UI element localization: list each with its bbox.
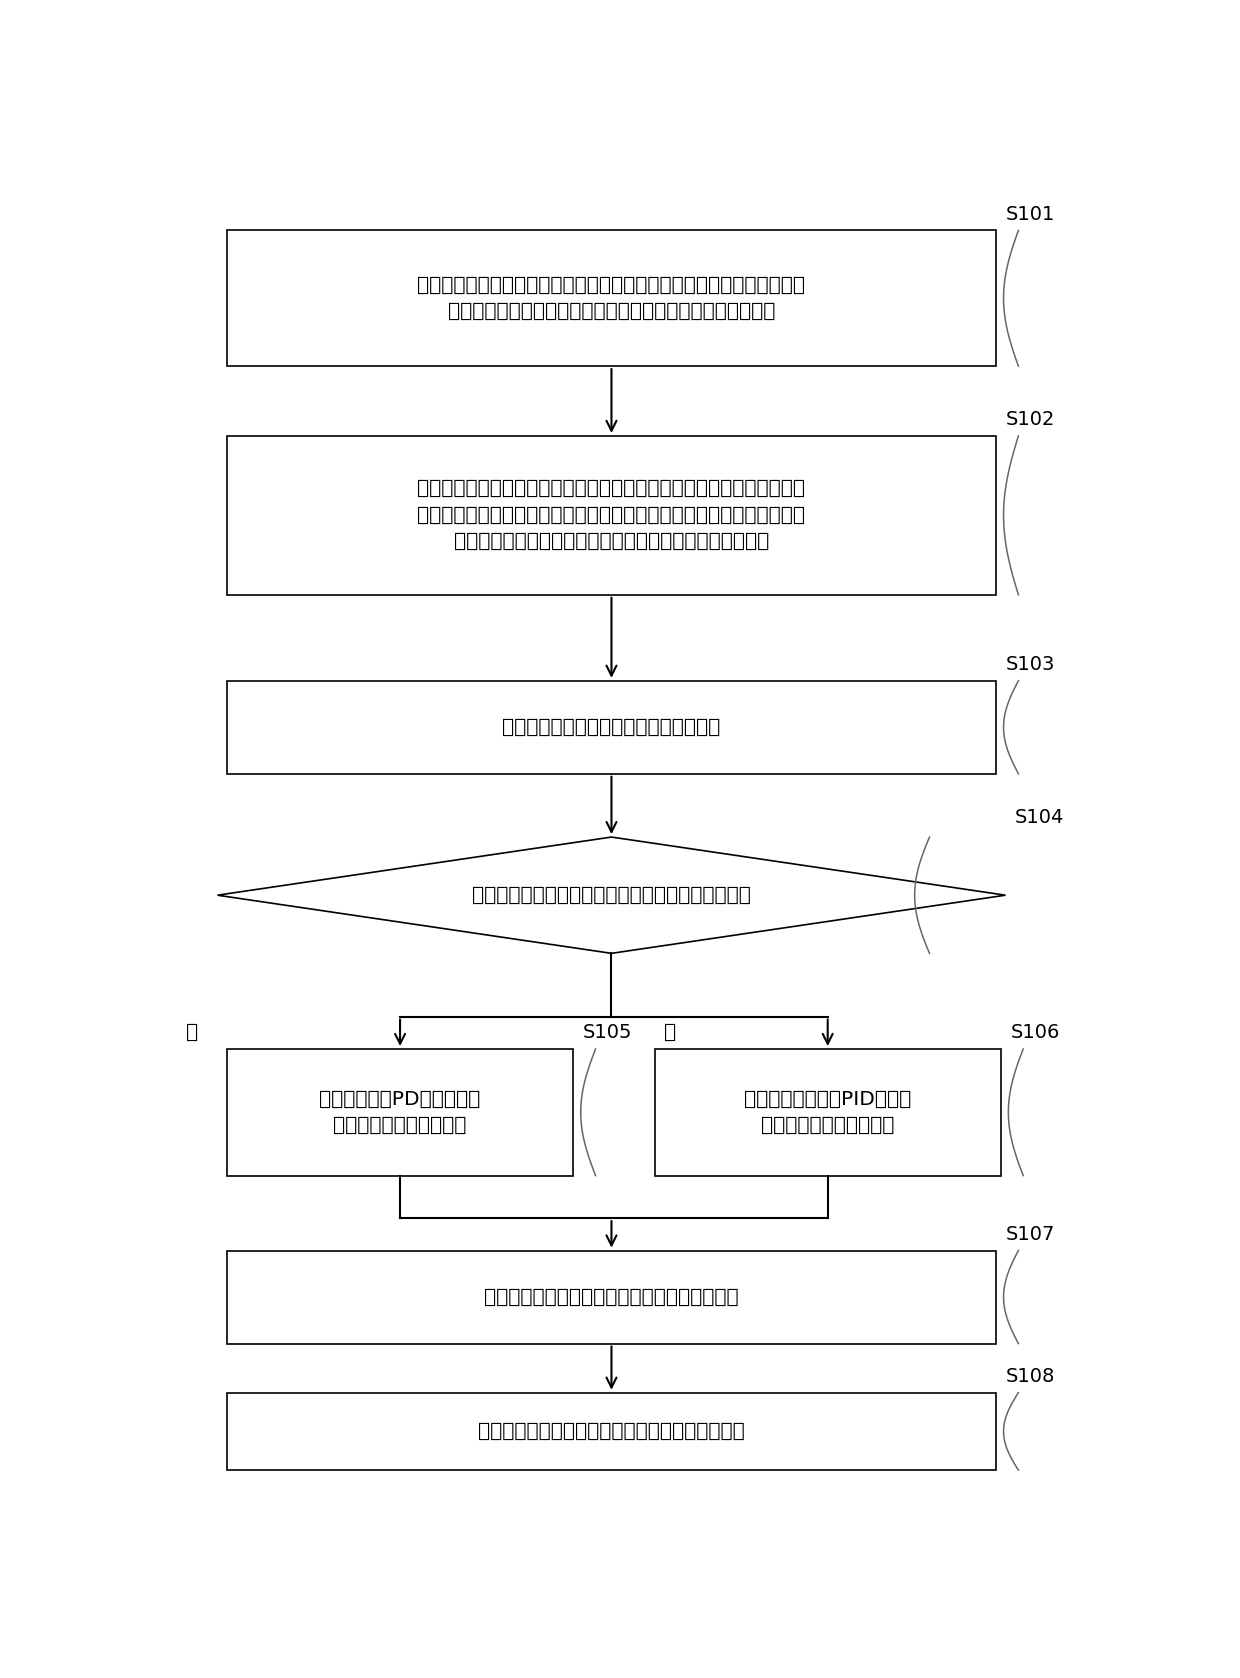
FancyBboxPatch shape: [227, 436, 996, 594]
Text: 采用比例积分微分PID算法对
确定的目标差值进行校准: 采用比例积分微分PID算法对 确定的目标差值进行校准: [744, 1089, 911, 1134]
Text: S102: S102: [1006, 411, 1055, 430]
Text: 在每次接收到第一频率标识信息后，计算自身第一频率标识信息与第二频
率标识信息的差值，其中，第二频率标识信息为从视频显示终端基于自身
当前已发出的脉冲信号的第二数: 在每次接收到第一频率标识信息后，计算自身第一频率标识信息与第二频 率标识信息的差…: [418, 480, 806, 552]
Text: 根据经校准后的目标差值，确定相应的目标电压: 根据经校准后的目标差值，确定相应的目标电压: [484, 1287, 739, 1307]
Text: 接收第一频率标识信息，第一频率标识信息为分布式视频系统的主视频显
示终端在每次接收到视频数据时已发出的脉冲信号的第一数量: 接收第一频率标识信息，第一频率标识信息为分布式视频系统的主视频显 示终端在每次接…: [418, 275, 806, 320]
Text: 否: 否: [665, 1024, 677, 1042]
Text: S108: S108: [1006, 1368, 1055, 1386]
Polygon shape: [217, 837, 1006, 953]
Text: S103: S103: [1006, 654, 1055, 675]
FancyBboxPatch shape: [655, 1049, 1001, 1176]
Text: 采用比例微分PD算法对自身
确定的目标差值进行校准: 采用比例微分PD算法对自身 确定的目标差值进行校准: [320, 1089, 481, 1134]
Text: S101: S101: [1006, 205, 1055, 223]
Text: 判断确定的目标差值的绝对值是否大于第一设定阈值: 判断确定的目标差值的绝对值是否大于第一设定阈值: [472, 886, 751, 904]
Text: S105: S105: [583, 1024, 632, 1042]
FancyBboxPatch shape: [227, 681, 996, 774]
Text: S107: S107: [1006, 1225, 1055, 1243]
FancyBboxPatch shape: [227, 230, 996, 366]
Text: 根据所确定的目标电压，调整自身的实际输出频率: 根据所确定的目标电压，调整自身的实际输出频率: [479, 1421, 745, 1441]
FancyBboxPatch shape: [227, 1393, 996, 1470]
Text: S106: S106: [1011, 1024, 1060, 1042]
Text: 根据计算出的差值，确定相应的目标差值: 根据计算出的差值，确定相应的目标差值: [502, 718, 720, 737]
Text: 是: 是: [186, 1024, 198, 1042]
FancyBboxPatch shape: [227, 1049, 573, 1176]
FancyBboxPatch shape: [227, 1250, 996, 1344]
Text: S104: S104: [1016, 807, 1064, 827]
